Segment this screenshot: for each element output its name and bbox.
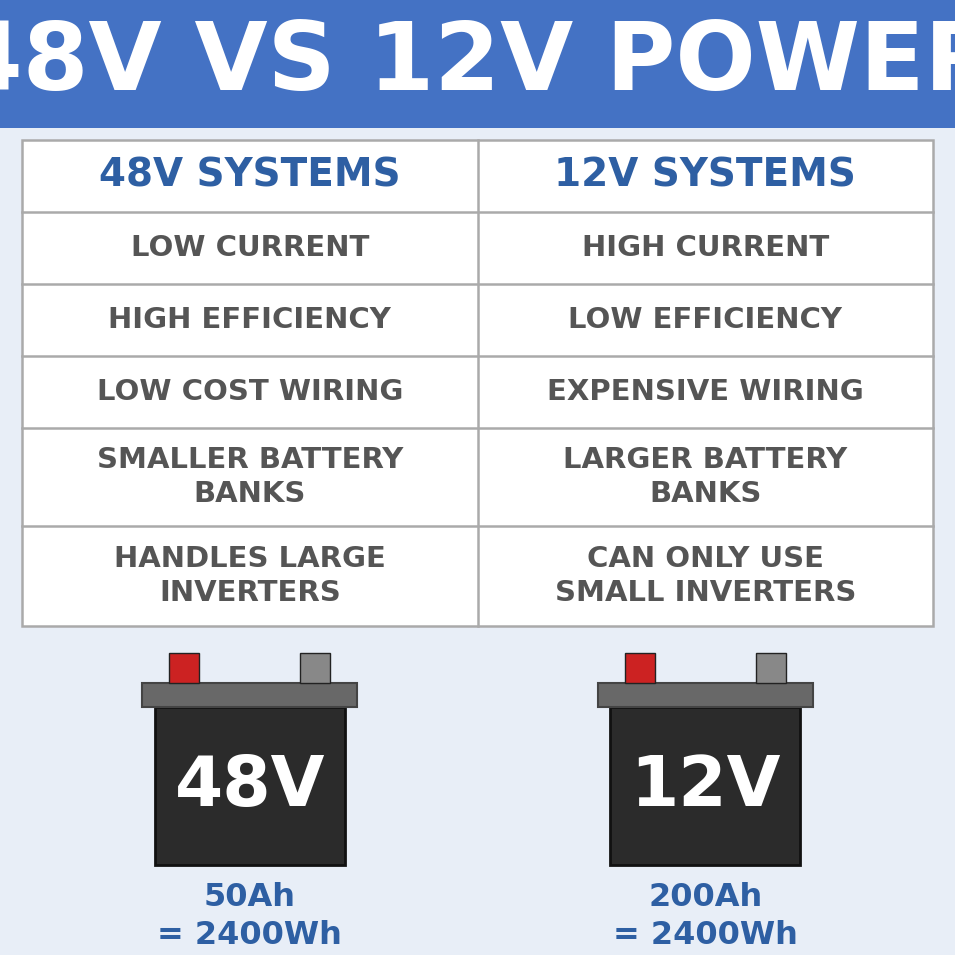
Bar (0, 0, 955, 128)
Bar (142, 683, 357, 707)
Text: HIGH EFFICIENCY: HIGH EFFICIENCY (108, 306, 392, 334)
Bar (625, 653, 655, 683)
Text: 12V: 12V (630, 753, 780, 819)
Text: EXPENSIVE WIRING: EXPENSIVE WIRING (547, 378, 863, 406)
Text: LOW EFFICIENCY: LOW EFFICIENCY (568, 306, 842, 334)
Text: = 2400Wh: = 2400Wh (158, 920, 342, 950)
Text: LARGER BATTERY
BANKS: LARGER BATTERY BANKS (563, 446, 847, 508)
Text: SMALLER BATTERY
BANKS: SMALLER BATTERY BANKS (96, 446, 403, 508)
Text: = 2400Wh: = 2400Wh (613, 920, 797, 950)
Text: 12V SYSTEMS: 12V SYSTEMS (554, 157, 857, 195)
Bar (610, 707, 800, 865)
Bar (155, 707, 345, 865)
Bar (169, 653, 200, 683)
Bar (598, 683, 813, 707)
Text: LOW COST WIRING: LOW COST WIRING (96, 378, 403, 406)
Text: 200Ah: 200Ah (648, 881, 762, 912)
Text: 48V: 48V (175, 753, 325, 819)
Text: LOW CURRENT: LOW CURRENT (131, 234, 369, 262)
Bar (22, 140, 933, 626)
Text: 48V SYSTEMS: 48V SYSTEMS (99, 157, 400, 195)
Text: CAN ONLY USE
SMALL INVERTERS: CAN ONLY USE SMALL INVERTERS (555, 544, 856, 607)
Text: 48V VS 12V POWER: 48V VS 12V POWER (0, 18, 955, 110)
Bar (755, 653, 786, 683)
Text: HIGH CURRENT: HIGH CURRENT (582, 234, 829, 262)
Text: HANDLES LARGE
INVERTERS: HANDLES LARGE INVERTERS (114, 544, 386, 607)
Bar (300, 653, 330, 683)
Text: 50Ah: 50Ah (203, 881, 296, 912)
